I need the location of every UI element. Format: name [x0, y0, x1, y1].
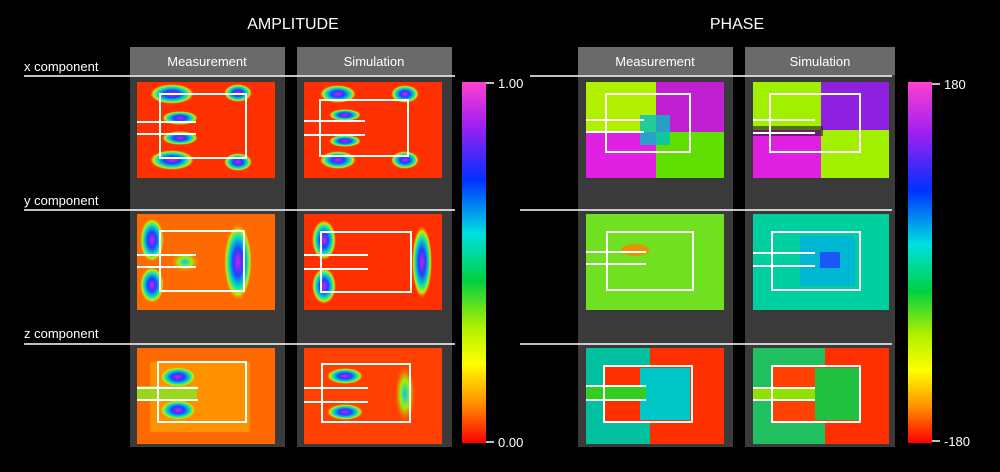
amp-colorbar-min-label: 0.00: [498, 435, 523, 450]
separator-lines: [24, 75, 892, 345]
amp-simulation-header: [297, 47, 452, 75]
row-label-x-component: x component: [24, 59, 99, 74]
amp-column-measurement: Measurement: [167, 54, 247, 69]
row-label-z-component: z component: [24, 326, 99, 341]
phase-y-measurement-map: [586, 214, 724, 310]
phase-colorbar-max-label: 180: [944, 77, 966, 92]
amp-measurement-header: [130, 47, 285, 75]
phase-colorbar-min-label: -180: [944, 434, 970, 449]
phase-z-measurement-map: [586, 348, 724, 444]
amp-x-measurement-map: [137, 82, 275, 178]
phase-column-simulation: Simulation: [790, 54, 851, 69]
phase-measurement-header: [578, 47, 733, 75]
phase-simulation-header: [745, 47, 895, 75]
amp-x-simulation-map: [304, 82, 442, 178]
phase-x-measurement-map: [586, 82, 724, 178]
amp-z-simulation-map: [304, 348, 442, 444]
amp-column-simulation: Simulation: [344, 54, 405, 69]
amp-y-simulation-map: [304, 214, 442, 310]
amp-z-measurement-map: [137, 348, 275, 444]
amplitude-title: AMPLITUDE: [247, 16, 339, 33]
phase-column-measurement: Measurement: [615, 54, 695, 69]
amplitude-colorbar: [462, 82, 486, 443]
amp-y-measurement-map: [137, 214, 275, 310]
phase-x-simulation-map: [753, 82, 889, 178]
phase-z-simulation-map: [753, 348, 889, 444]
amp-colorbar-max-label: 1.00: [498, 76, 523, 91]
phase-y-simulation-map: [753, 214, 889, 310]
row-label-y-component: y component: [24, 193, 99, 208]
phase-title: PHASE: [710, 16, 764, 33]
phase-colorbar: [908, 82, 932, 443]
